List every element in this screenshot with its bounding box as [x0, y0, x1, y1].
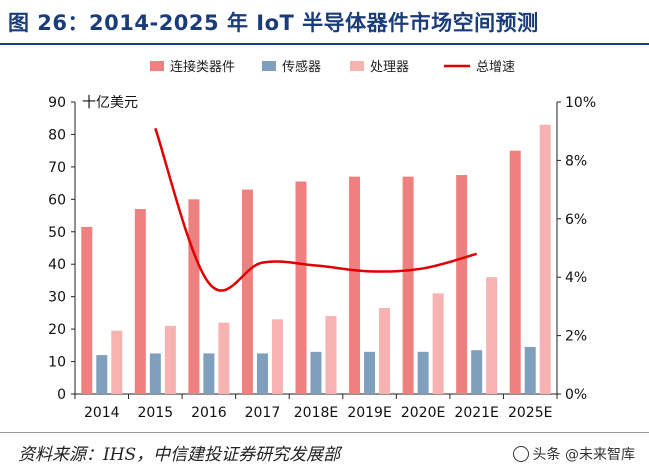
bar-sensor	[203, 353, 215, 394]
watermark-logo-icon	[512, 446, 529, 462]
bar-connectivity	[295, 181, 307, 394]
y-axis-unit-label: 十亿美元	[82, 95, 138, 111]
bar-connectivity	[509, 150, 521, 394]
y-tick-label: 70	[48, 160, 66, 176]
legend-swatch	[350, 61, 364, 71]
y-tick-label: 0	[57, 387, 66, 403]
growth-line	[154, 127, 477, 292]
title-rule	[0, 43, 649, 45]
bar-connectivity	[241, 189, 253, 394]
x-tick-label: 2020E	[401, 405, 445, 421]
x-tick-label: 2018E	[294, 405, 338, 421]
bar-connectivity	[188, 199, 200, 394]
legend-label: 处理器	[370, 60, 409, 75]
watermark-text: 头条 @未来智库	[532, 447, 635, 463]
x-tick-label: 2019E	[347, 405, 391, 421]
bar-processor	[539, 124, 551, 394]
bar-processor	[486, 277, 498, 394]
bar-connectivity	[402, 176, 414, 394]
y2-tick-label: 2%	[565, 329, 587, 345]
bar-sensor	[417, 351, 429, 394]
legend-swatch	[262, 61, 276, 71]
bar-sensor	[149, 353, 161, 394]
bar-processor	[111, 330, 123, 394]
bar-connectivity	[456, 175, 468, 394]
bar-sensor	[96, 355, 108, 394]
figure-title: 图 26：2014-2025 年 IoT 半导体器件市场空间预测	[8, 11, 539, 35]
bar-processor	[164, 325, 176, 394]
y2-tick-label: 10%	[565, 95, 596, 111]
legend-label: 传感器	[282, 59, 321, 75]
bar-sensor	[256, 353, 268, 394]
x-tick-label: 2014	[84, 405, 120, 421]
y-tick-label: 90	[48, 95, 66, 111]
x-tick-label: 2025E	[508, 405, 552, 421]
y-tick-label: 30	[48, 290, 66, 306]
bar-sensor	[471, 350, 483, 394]
y-tick-label: 20	[48, 322, 66, 338]
bar-sensor	[310, 351, 322, 394]
bar-connectivity	[134, 209, 146, 394]
y2-tick-label: 8%	[565, 153, 587, 169]
bar-connectivity	[81, 226, 93, 394]
y-tick-label: 80	[48, 127, 66, 143]
y-tick-label: 40	[48, 257, 66, 273]
x-tick-label: 2016	[191, 405, 227, 421]
x-tick-label: 2015	[138, 405, 174, 421]
bar-processor	[379, 308, 391, 394]
bar-processor	[271, 319, 283, 394]
x-tick-label: 2021E	[454, 405, 498, 421]
bar-processor	[325, 316, 337, 394]
legend-swatch	[150, 61, 164, 71]
bar-connectivity	[349, 176, 361, 394]
x-tick-label: 2017	[245, 405, 281, 421]
y2-tick-label: 6%	[565, 212, 587, 228]
y2-tick-label: 4%	[565, 270, 587, 286]
legend-label: 总增速	[476, 60, 515, 75]
source-note: 资料来源：IHS，中信建投证券研究发展部	[18, 445, 341, 465]
y2-tick-label: 0%	[565, 387, 587, 403]
y-tick-label: 60	[48, 192, 66, 208]
legend-label: 连接类器件	[170, 59, 235, 75]
y-tick-label: 50	[48, 225, 66, 241]
bar-sensor	[364, 351, 376, 394]
bar-processor	[218, 322, 230, 394]
watermark: 头条 @未来智库	[512, 444, 635, 464]
title-bar: 图 26：2014-2025 年 IoT 半导体器件市场空间预测	[0, 0, 649, 44]
bar-sensor	[524, 346, 536, 394]
bar-processor	[432, 293, 444, 394]
y-tick-label: 10	[48, 355, 66, 371]
source-rule	[0, 432, 649, 433]
